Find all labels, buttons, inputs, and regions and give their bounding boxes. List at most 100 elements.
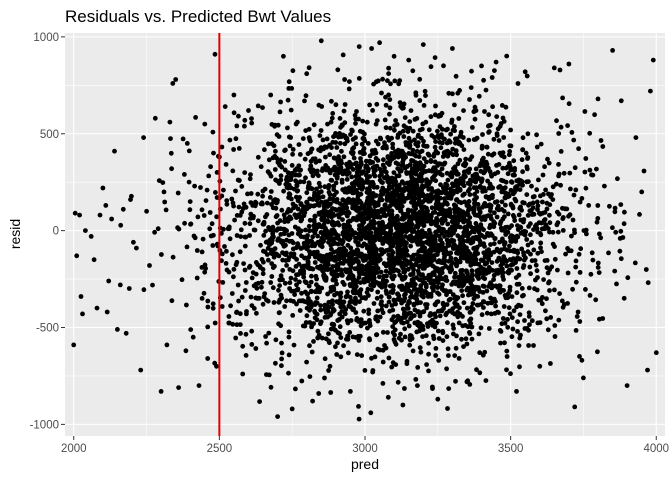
data-point bbox=[648, 88, 653, 94]
data-point bbox=[464, 379, 470, 385]
data-point bbox=[371, 283, 377, 289]
data-point bbox=[592, 112, 597, 118]
data-point bbox=[286, 370, 291, 376]
data-point bbox=[324, 256, 330, 261]
data-point bbox=[279, 356, 284, 362]
data-point bbox=[297, 152, 303, 157]
data-point bbox=[497, 221, 503, 227]
data-point bbox=[214, 363, 219, 369]
data-point bbox=[260, 188, 266, 194]
data-point bbox=[246, 265, 252, 270]
data-point bbox=[482, 234, 487, 240]
data-point bbox=[289, 196, 294, 202]
data-point bbox=[544, 206, 550, 212]
data-point bbox=[419, 135, 424, 141]
data-points bbox=[71, 38, 659, 422]
data-point bbox=[487, 281, 493, 287]
data-point bbox=[301, 179, 307, 185]
data-point bbox=[507, 160, 512, 166]
data-point bbox=[371, 234, 377, 240]
data-point bbox=[361, 230, 367, 236]
data-point bbox=[456, 283, 462, 289]
data-point bbox=[246, 108, 251, 113]
data-point bbox=[351, 145, 357, 151]
data-point bbox=[519, 246, 525, 252]
data-point bbox=[457, 224, 463, 230]
data-point bbox=[403, 244, 408, 250]
data-point bbox=[410, 348, 416, 354]
data-point bbox=[296, 298, 302, 304]
data-point bbox=[281, 188, 286, 194]
data-point bbox=[366, 311, 372, 316]
data-point bbox=[402, 326, 408, 332]
data-point bbox=[293, 277, 298, 282]
data-point bbox=[449, 260, 455, 265]
data-point bbox=[571, 137, 577, 143]
data-point bbox=[267, 237, 273, 243]
data-point bbox=[561, 170, 567, 176]
data-point bbox=[388, 238, 393, 244]
data-point bbox=[368, 410, 374, 416]
data-point bbox=[578, 246, 584, 252]
data-point bbox=[315, 202, 320, 207]
data-point bbox=[374, 295, 380, 301]
data-point bbox=[432, 247, 438, 253]
data-point bbox=[410, 68, 416, 74]
data-point bbox=[330, 111, 336, 116]
data-point bbox=[280, 268, 286, 273]
data-point bbox=[237, 249, 243, 255]
data-point bbox=[451, 326, 456, 331]
data-point bbox=[510, 204, 516, 209]
data-point bbox=[542, 258, 548, 263]
data-point bbox=[598, 138, 604, 143]
data-point bbox=[332, 172, 338, 178]
data-point bbox=[343, 268, 349, 274]
data-point bbox=[323, 310, 329, 315]
data-point bbox=[407, 143, 413, 149]
data-point bbox=[277, 310, 282, 315]
data-point bbox=[560, 95, 565, 101]
data-point bbox=[359, 243, 365, 249]
data-point bbox=[286, 352, 292, 358]
data-point bbox=[220, 280, 226, 285]
data-point bbox=[386, 71, 391, 76]
data-point bbox=[521, 250, 526, 256]
data-point bbox=[126, 286, 132, 291]
data-point bbox=[587, 167, 593, 173]
data-point bbox=[373, 156, 379, 161]
data-point bbox=[297, 179, 303, 185]
data-point bbox=[272, 246, 278, 252]
data-point bbox=[355, 259, 361, 264]
data-point bbox=[448, 263, 454, 269]
data-point bbox=[304, 359, 309, 365]
data-point bbox=[345, 289, 350, 295]
data-point bbox=[277, 218, 283, 224]
data-point bbox=[387, 253, 393, 259]
data-point bbox=[227, 137, 233, 143]
data-point bbox=[294, 282, 299, 288]
data-point bbox=[361, 136, 367, 142]
data-point bbox=[192, 183, 198, 189]
data-point bbox=[492, 199, 498, 205]
data-point bbox=[333, 180, 339, 186]
data-point bbox=[468, 240, 474, 246]
data-point bbox=[327, 152, 333, 158]
data-point bbox=[544, 316, 550, 322]
data-point bbox=[349, 174, 355, 180]
data-point bbox=[469, 68, 474, 74]
data-point bbox=[474, 272, 480, 277]
data-point bbox=[424, 249, 429, 255]
data-point bbox=[353, 335, 359, 340]
data-point bbox=[427, 230, 433, 236]
data-point bbox=[477, 350, 483, 356]
data-point bbox=[579, 196, 585, 201]
data-point bbox=[442, 136, 447, 142]
data-point bbox=[353, 239, 358, 244]
data-point bbox=[380, 76, 385, 82]
data-point bbox=[265, 298, 271, 304]
data-point bbox=[333, 327, 338, 333]
data-point bbox=[340, 230, 346, 236]
data-point bbox=[492, 210, 497, 216]
data-point bbox=[401, 261, 407, 267]
data-point bbox=[538, 245, 543, 251]
